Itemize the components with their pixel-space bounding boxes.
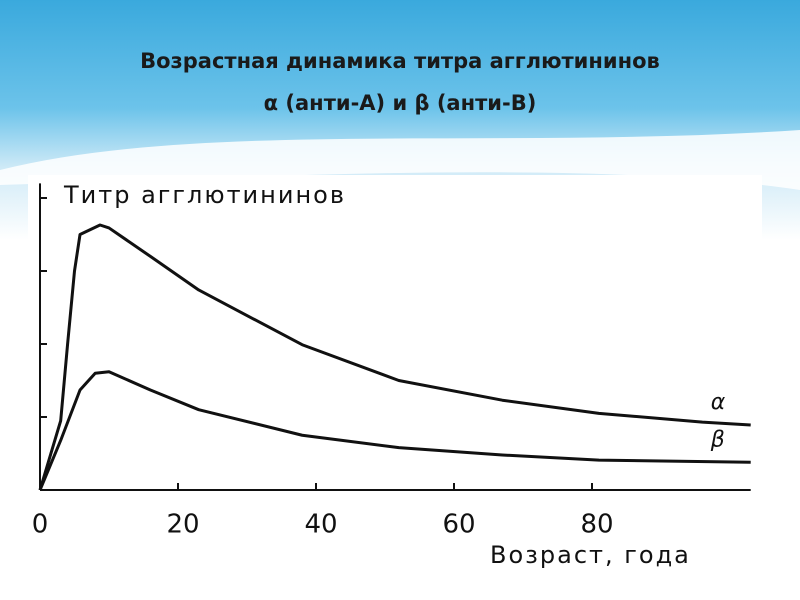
x-tick-label: 40 bbox=[304, 510, 337, 540]
series-label: β bbox=[710, 427, 725, 452]
x-tick-label: 80 bbox=[580, 510, 613, 540]
x-tick-label: 20 bbox=[166, 510, 199, 540]
y-axis-label: Титр агглютининов bbox=[63, 181, 346, 209]
x-axis-label: Возраст, года bbox=[490, 541, 691, 569]
line bbox=[38, 370, 751, 491]
x-tick-label: 60 bbox=[442, 510, 475, 540]
line bbox=[38, 223, 751, 491]
plot-panel bbox=[28, 175, 762, 578]
series-label: α bbox=[711, 390, 726, 415]
chart-subtitle: α (анти-А) и β (анти-В) bbox=[264, 91, 537, 115]
x-tick-label: 0 bbox=[32, 510, 49, 540]
chart-title: Возрастная динамика титра агглютининов bbox=[140, 49, 660, 73]
